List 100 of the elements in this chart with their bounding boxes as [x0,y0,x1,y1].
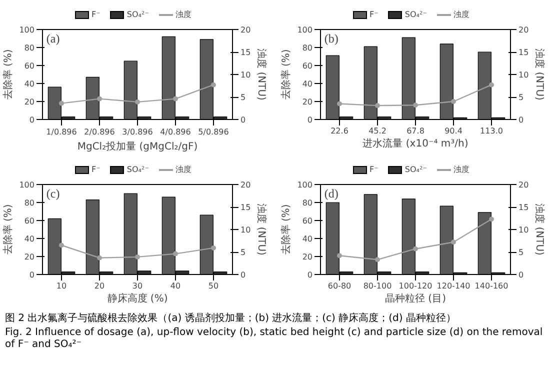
y-tick-label: 80 [302,198,313,208]
x-tick-label: 113.0 [480,126,503,136]
point [413,102,418,108]
y2-tick-label: 5 [518,248,524,257]
legend-label: 浊度 [453,164,470,174]
legend-label: F⁻ [92,164,100,174]
x-tick-label: 2/0.896 [84,128,115,136]
y2-tick-label: 15 [518,203,529,212]
y-tick-label: 100 [297,26,313,34]
x-axis-title: 进水流量 (x10⁻⁴ m³/h) [362,138,468,150]
annotation: (d) [324,186,338,200]
legend-label: F⁻ [370,164,378,174]
y-tick-label: 60 [302,216,313,226]
y2-tick-label: 0 [518,116,524,124]
y-tick-label: 60 [24,216,35,226]
y2-tick-label: 10 [518,70,529,80]
y-tick-label: 100 [19,26,35,34]
x-axis-title: 晶种粒径 (目) [385,292,446,304]
legend-label: F⁻ [370,10,378,19]
y-axis-title: 去除率 (%) [280,49,292,100]
point [337,253,342,258]
y2-tick-label: 5 [518,93,524,102]
legend-label: 浊度 [453,10,470,19]
y2-tick-label: 5 [240,248,246,257]
y2-tick-label: 10 [240,226,251,234]
legend-label: 浊度 [175,164,192,174]
x-tick-label: 45.2 [368,126,386,136]
point [173,96,178,102]
x-tick-label: 30 [132,282,143,290]
y2-tick-label: 20 [240,26,251,34]
y-tick-label: 40 [302,80,313,88]
point [375,103,380,108]
point [97,96,102,102]
point [211,245,216,250]
x-tick-label: 140-160 [474,282,508,290]
point [413,246,418,252]
y-tick-label: 40 [24,80,35,88]
x-tick-label: 80-100 [363,282,392,290]
y-tick-label: 20 [24,98,35,106]
x-tick-label: 4/0.896 [160,128,191,136]
y2-tick-label: 15 [240,203,251,212]
x-tick-label: 50 [208,282,219,290]
y2-tick-label: 20 [518,26,529,34]
caption: Fig. 2 Influence of dosage (a), up-flow velocity (b), static bed height (c) and particle size (d) on the removal of F⁻ and SO₄²⁻ [5,326,544,352]
x-tick-label: 100-120 [398,282,432,290]
y2-axis-title: 浊度 (NTU) [534,204,546,256]
y-axis-title: 去除率 (%) [280,204,292,255]
y2-tick-label: 10 [518,226,529,234]
legend-label: F⁻ [92,10,100,19]
annotation: (c) [46,186,60,200]
legend-label: SO₄²⁻ [126,10,149,19]
point [489,82,494,88]
y2-tick-label: 0 [240,116,246,124]
y-tick-label: 20 [302,252,313,262]
y2-tick-label: 20 [240,180,251,190]
y2-tick-label: 10 [240,70,251,80]
annotation: (a) [46,32,60,46]
legend-label: SO₄²⁻ [126,164,149,174]
point [451,240,456,245]
y-tick-label: 20 [24,252,35,262]
annotation: (b) [324,32,338,46]
y-tick-label: 80 [24,198,35,208]
y2-tick-label: 5 [240,93,246,102]
point [59,242,64,248]
y-tick-label: 0 [307,270,313,280]
y2-tick-label: 20 [518,180,529,190]
legend-label: SO₄²⁻ [404,164,427,174]
y-axis-title: 去除率 (%) [2,49,14,100]
point [135,254,140,260]
x-tick-label: 20 [94,282,105,290]
y-tick-label: 0 [307,116,313,124]
y2-axis-title: 浊度 (NTU) [256,48,268,101]
x-tick-label: 120-140 [436,282,470,290]
y2-tick-label: 15 [240,48,251,57]
x-tick-label: 40 [170,282,181,290]
y-tick-label: 60 [24,62,35,70]
caption: 图 2 出水氟离子与硫酸根去除效果（(a) 诱晶剂投加量；(b) 进水流量；(c) 静床高度；(d) 晶种粒径） [5,313,457,326]
x-tick-label: 10 [56,282,67,290]
y-tick-label: 40 [302,234,313,244]
x-tick-label: 22.6 [330,126,348,136]
x-tick-label: 90.4 [444,126,462,136]
x-axis-title: MgCl₂投加量 (gMgCl₂/gF) [77,140,198,152]
point [375,257,380,262]
point [135,99,140,104]
y-tick-label: 100 [297,180,313,190]
x-tick-label: 5/0.896 [198,128,229,136]
y-tick-label: 0 [29,270,35,280]
y2-tick-label: 0 [240,270,246,280]
point [337,101,342,106]
y2-tick-label: 0 [518,270,524,280]
point [451,99,456,104]
legend-label: SO₄²⁻ [404,10,427,19]
y-axis-title: 去除率 (%) [2,204,14,255]
y-tick-label: 20 [302,98,313,106]
point [97,255,102,260]
y-tick-label: 60 [302,62,313,70]
x-tick-label: 67.8 [406,126,424,136]
x-axis-title: 静床高度 (%) [107,292,168,304]
x-tick-label: 3/0.896 [122,128,153,136]
x-tick-label: 1/0.896 [46,128,77,136]
